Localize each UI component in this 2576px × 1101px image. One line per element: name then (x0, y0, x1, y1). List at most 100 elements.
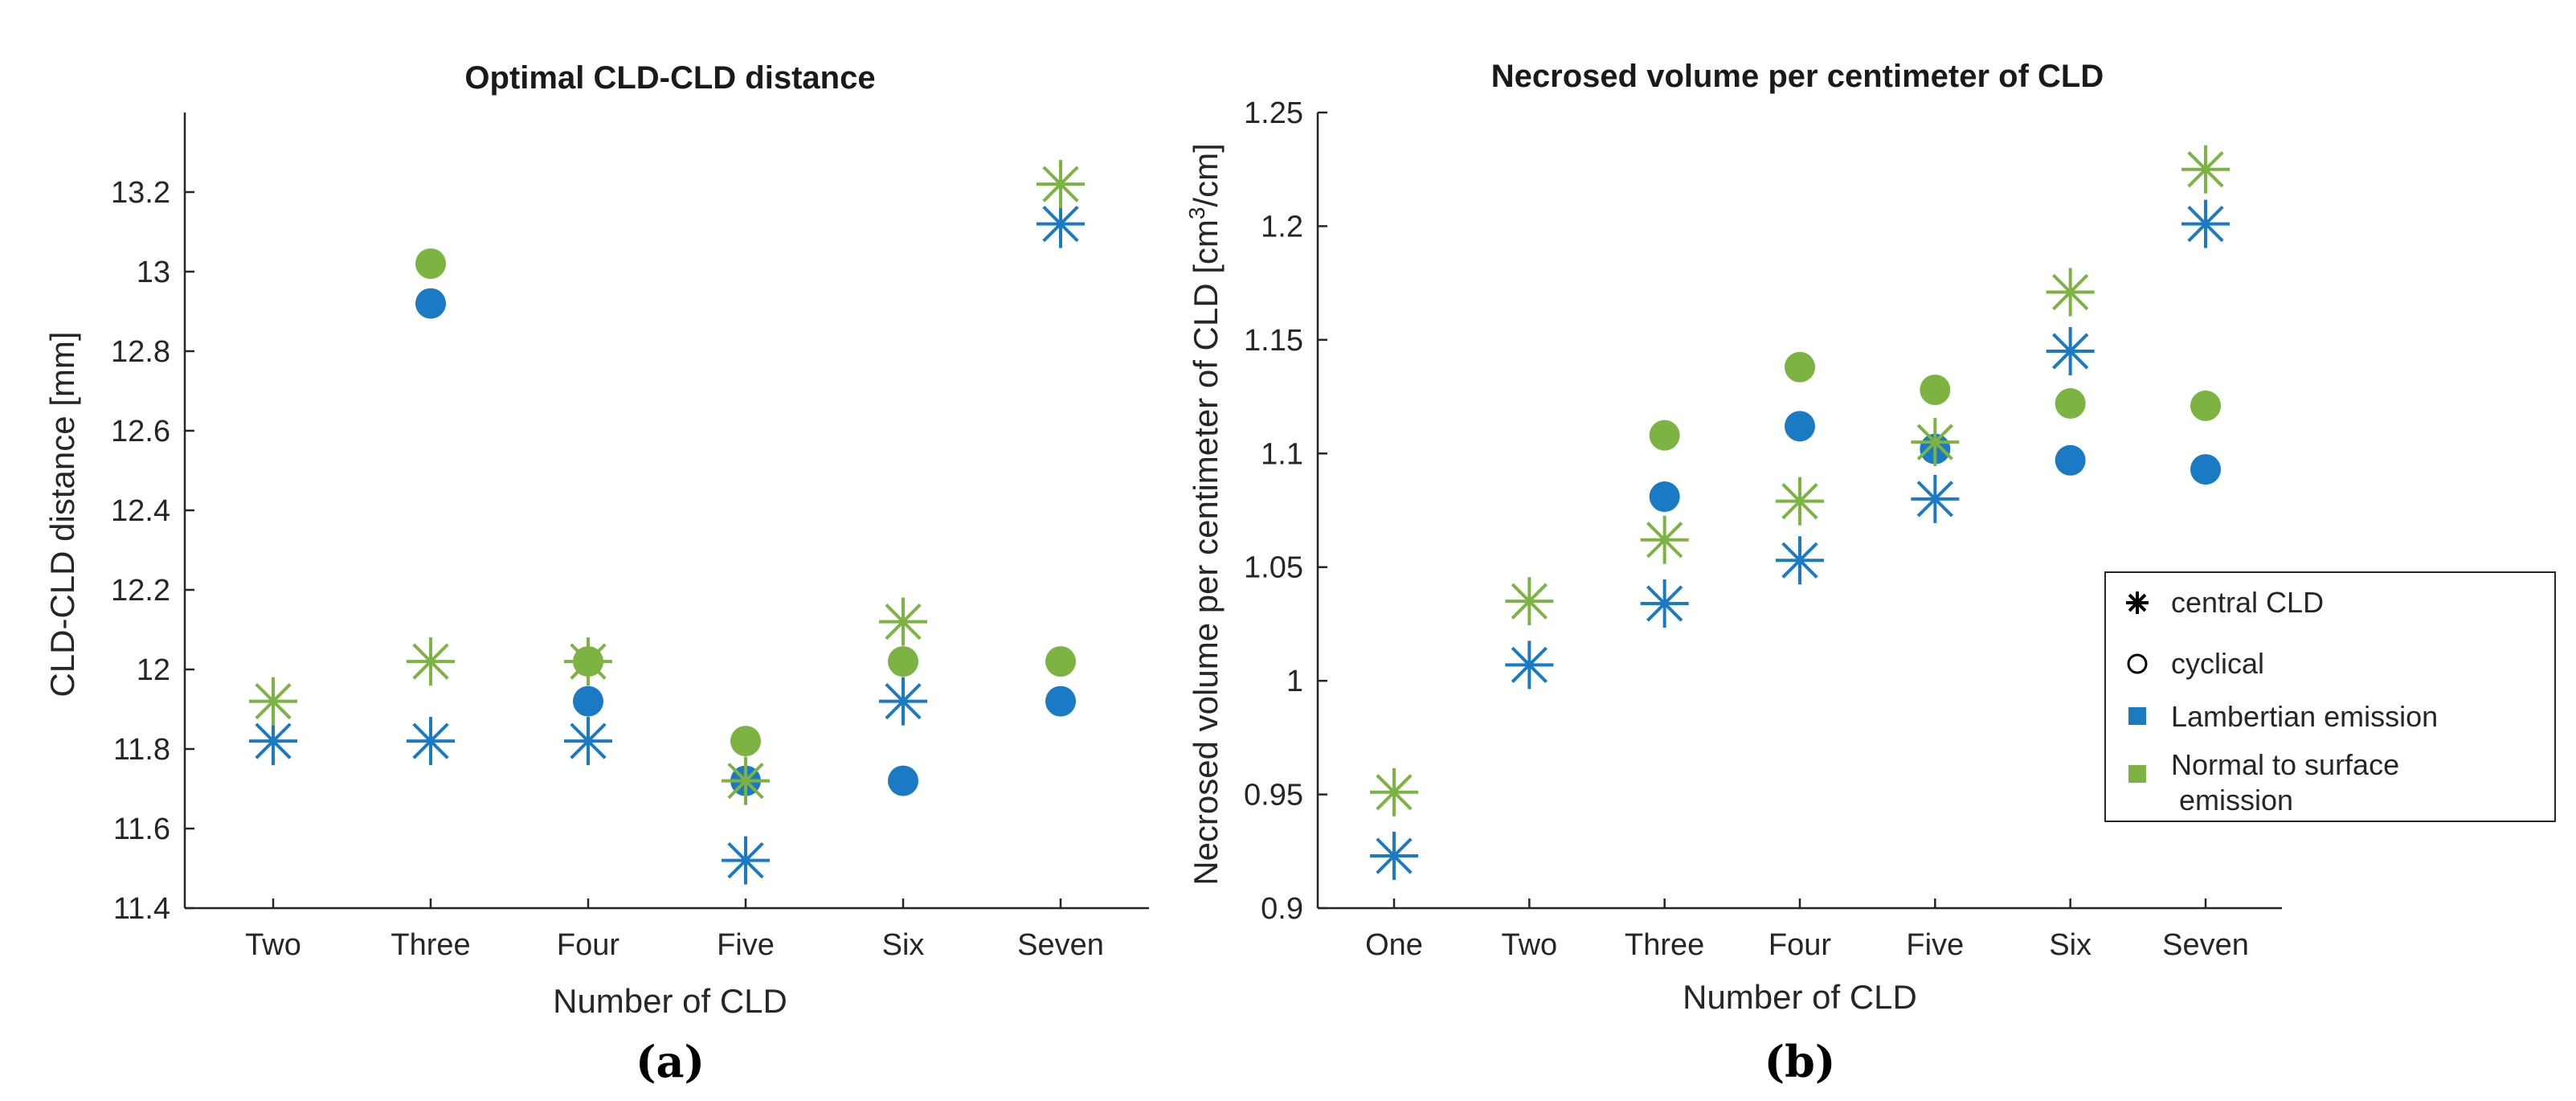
panel-a-x-tick-label: Four (557, 928, 619, 962)
panel-a-asterisk-point (879, 597, 927, 646)
legend-label: Normal to surface (2171, 748, 2399, 781)
panel-a-circle-point (573, 686, 603, 717)
panel-a-y-tick-label: 13 (137, 256, 170, 289)
panel-b-y-tick-label: 0.9 (1261, 892, 1303, 926)
legend-box (2104, 571, 2556, 822)
panel-a-circle-point (415, 248, 446, 280)
panel-b-y-tick-label: 1.1 (1261, 437, 1303, 471)
panel-a-asterisk-point (249, 717, 297, 766)
panel-b-title: Necrosed volume per centimeter of CLD (1491, 59, 2104, 94)
panel-a-asterisk-point (407, 637, 455, 686)
panel-a-y-tick-label: 13.2 (111, 176, 170, 210)
legend-entries: central CLD cyclical Lambertian emission No… (2126, 586, 2438, 817)
panel-b-asterisk-point (1911, 474, 1960, 523)
panel-b-asterisk-point (2046, 268, 2095, 317)
panel-b-asterisk-point (1640, 579, 1689, 628)
panel-b-asterisk-point (2046, 327, 2095, 375)
panel-a-asterisk-point (1037, 160, 1085, 209)
panel-a-circle-point (1045, 686, 1076, 717)
legend-label: emission (2179, 784, 2293, 817)
panel-b-circle-point (2190, 454, 2221, 485)
panel-a-x-tick-label: Five (717, 928, 775, 962)
panel-b-x-tick-label: Seven (2162, 928, 2249, 962)
panel-a-circle-point (1045, 646, 1076, 677)
panel-a-x-label: Number of CLD (553, 982, 787, 1020)
legend-label: central CLD (2171, 586, 2324, 619)
panel-a-asterisk-point (722, 756, 770, 805)
panel-b-x-ticks: One Two Three Four Five Six Seven (1365, 898, 2249, 962)
panel-a: Optimal CLD-CLD distance 11.411.611.8121… (43, 60, 1149, 1087)
panel-b-asterisk-point (1505, 641, 1554, 690)
panel-b-y-ticks: 0.9 0.95 1 1.05 1.1 1.15 1.2 1.25 (1244, 96, 1327, 926)
panel-a-y-tick-label: 12.6 (111, 415, 170, 448)
panel-b-asterisk-point (1640, 515, 1689, 564)
panel-b-y-tick-label: 1.25 (1244, 96, 1303, 130)
panel-a-circle-point (415, 288, 446, 319)
panel-b-asterisk-point (1370, 767, 1418, 817)
panel-a-points (249, 160, 1085, 885)
panel-b-circle-point (2055, 444, 2086, 476)
panel-b-y-label: Necrosed volume per centimeter of CLD [c… (1184, 143, 1225, 886)
legend-label: cyclical (2171, 647, 2264, 680)
legend-square-icon (2128, 707, 2146, 725)
panel-b-y-tick-label: 1.15 (1244, 324, 1303, 358)
panel-a-y-label: CLD-CLD distance [mm] (43, 331, 81, 697)
panel-b-label: (b) (1764, 1036, 1836, 1087)
panel-b-asterisk-point (1370, 831, 1418, 880)
panel-a-x-tick-label: Six (882, 928, 925, 962)
panel-b-asterisk-point (1776, 536, 1824, 585)
panel-b-y-tick-label: 1.05 (1244, 551, 1303, 585)
panel-b-x-tick-label: Two (1501, 928, 1557, 962)
panel-a-circle-point (888, 646, 918, 677)
panel-a-y-tick-label: 11.4 (113, 892, 170, 926)
panel-b-circle-point (1649, 481, 1680, 513)
panel-a-circle-point (573, 646, 603, 677)
panel-a-asterisk-point (564, 717, 612, 766)
panel-a-y-tick-label: 11.6 (113, 812, 170, 846)
panel-a-asterisk-point (407, 717, 455, 766)
panel-a-y-tick-label: 12.4 (111, 494, 170, 528)
legend-square-icon (2128, 765, 2146, 783)
legend-circle-icon (2127, 653, 2148, 674)
panel-b-y-label-sup: 3 (1184, 207, 1209, 220)
panel-a-title: Optimal CLD-CLD distance (464, 60, 875, 96)
panel-b-x-tick-label: Three (1625, 928, 1704, 962)
panel-b-circle-point (1785, 411, 1815, 442)
panel-a-circle-point (730, 726, 761, 757)
panel-b-circle-point (2055, 388, 2086, 420)
panel-a-y-tick-label: 12.8 (111, 335, 170, 369)
panel-a-x-tick-label: Two (245, 928, 301, 962)
panel-a-y-tick-label: 12.2 (111, 574, 170, 608)
legend: central CLD cyclical Lambertian emission No… (2104, 571, 2556, 822)
panel-b-x-tick-label: One (1365, 928, 1423, 962)
legend-asterisk-icon (2126, 591, 2149, 614)
panel-b-y-label-main: Necrosed volume per centimeter of CLD [c… (1187, 219, 1225, 886)
panel-a-asterisk-point (722, 836, 770, 885)
panel-a-x-tick-label: Seven (1017, 928, 1104, 962)
panel-b-y-tick-label: 1.2 (1261, 210, 1303, 244)
panel-b-asterisk-point (2181, 145, 2230, 194)
panel-b-circle-point (1785, 351, 1815, 383)
panel-b-asterisk-point (1505, 577, 1554, 626)
panel-a-asterisk-point (879, 677, 927, 726)
panel-a-x-tick-label: Three (390, 928, 470, 962)
panel-a-label: (a) (636, 1036, 705, 1087)
panel-b-y-tick-label: 1 (1286, 665, 1303, 698)
panel-b-x-tick-label: Four (1768, 928, 1831, 962)
panel-b-asterisk-point (1776, 477, 1824, 526)
panel-b-x-tick-label: Five (1906, 928, 1964, 962)
panel-b-circle-point (1920, 375, 1951, 406)
panel-a-circle-point (888, 765, 918, 796)
panel-b-circle-point (1649, 420, 1680, 451)
panel-b: Necrosed volume per centimeter of CLD 0.… (1184, 59, 2556, 1087)
panel-b-x-label: Number of CLD (1683, 978, 1917, 1016)
panel-a-x-ticks: Two Three Four Five Six Seven (245, 898, 1104, 962)
legend-label: Lambertian emission (2171, 700, 2438, 733)
panel-a-y-ticks: 11.4 11.6 11.8 12 12.2 12.4 12.6 12.8 13 13.2 (111, 176, 194, 926)
panel-b-y-label-end: /cm] (1187, 143, 1225, 207)
panel-a-asterisk-point (249, 677, 297, 726)
panel-b-asterisk-point (2181, 199, 2230, 248)
panel-b-points (1370, 145, 2230, 880)
panel-b-asterisk-point (1911, 418, 1960, 467)
